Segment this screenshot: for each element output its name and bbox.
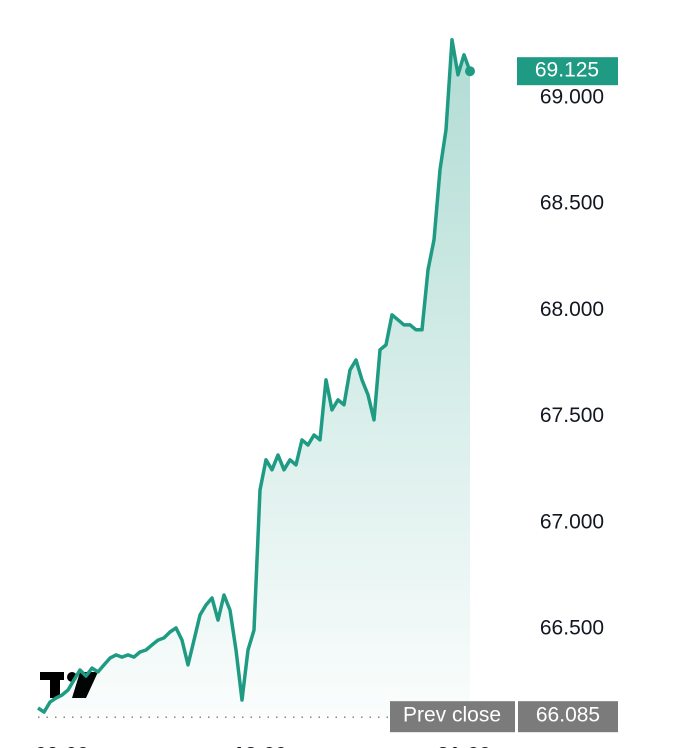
price-line bbox=[37, 37, 472, 714]
prev-close-value: 66.085 bbox=[536, 704, 600, 727]
y-tick-label: 69.000 bbox=[540, 85, 604, 108]
y-tick-label: 67.500 bbox=[540, 404, 604, 427]
y-tick-label: 67.000 bbox=[540, 510, 604, 533]
y-tick-label: 68.000 bbox=[540, 298, 604, 321]
last-price-box bbox=[517, 57, 618, 86]
last-price-label: 69.125 bbox=[535, 59, 599, 82]
area-fill bbox=[38, 39, 470, 718]
prev-close-title: Prev close bbox=[403, 704, 501, 727]
x-tick-label: 09:00 bbox=[35, 744, 89, 748]
prev-close-value-box bbox=[518, 701, 618, 733]
x-tick-label: 12:00 bbox=[233, 744, 287, 748]
prev-close-box bbox=[390, 701, 515, 733]
y-tick-label: 66.500 bbox=[540, 617, 604, 640]
x-tick-label: 21:00 bbox=[437, 744, 491, 748]
y-tick-label: 68.500 bbox=[540, 192, 604, 215]
last-point bbox=[465, 66, 475, 77]
